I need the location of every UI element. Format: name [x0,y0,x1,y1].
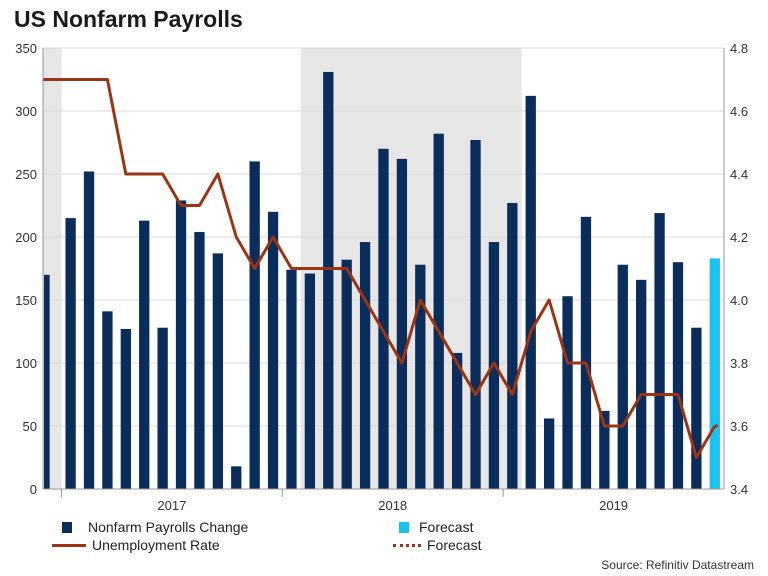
left-tick-label: 300 [15,104,37,119]
payroll-bar [691,327,702,489]
payroll-bar [44,274,50,489]
source-note: Source: Refinitiv Datastream [601,558,754,572]
year-label: 2019 [599,498,628,513]
right-tick-label: 3.4 [730,482,748,497]
payroll-bar [562,296,573,489]
left-tick-label: 0 [30,482,37,497]
right-tick-label: 4.4 [730,167,748,182]
payroll-bar [120,328,131,489]
payroll-bar [175,200,187,489]
legend-unemployment-label: Unemployment Rate [92,537,220,553]
legend-payrolls-label: Nonfarm Payrolls Change [88,519,249,535]
payroll-bar [212,253,224,489]
legend-forecast-bar-label: Forecast [419,519,474,535]
payroll-bar [433,133,444,489]
chart-title: US Nonfarm Payrolls [14,6,243,32]
payroll-bar [617,264,628,489]
forecast-bar [709,258,720,489]
left-tick-label: 250 [15,167,37,182]
year-label: 2018 [378,498,407,513]
payroll-bar [323,71,334,489]
payroll-bar [157,327,168,489]
payroll-bar [636,279,647,489]
payroll-bar [341,259,352,489]
payroll-bar [359,242,371,489]
bar-layer [44,71,720,490]
left-tick-label: 100 [15,356,37,371]
legend-payrolls-swatch [62,521,72,533]
right-tick-label: 3.6 [730,419,748,434]
payroll-bar [396,158,408,489]
legend-forecast-line-label: Forecast [427,537,482,553]
payroll-bar [672,262,684,489]
legend-forecast-bar: Forecast [395,519,473,535]
right-tick-label: 3.8 [730,356,748,371]
unemployment-line [43,78,717,459]
payroll-bar [470,139,481,490]
payroll-bar [654,213,665,489]
legend-payrolls: Nonfarm Payrolls Change [58,519,248,535]
left-tick-label: 150 [15,293,37,308]
payroll-bar [65,218,76,489]
right-tick-label: 4.8 [730,41,748,56]
left-tick-label: 50 [23,419,37,434]
legend-forecast-bar-swatch [399,521,409,533]
year-label: 2017 [157,498,186,513]
payroll-bar [599,410,610,489]
payroll-bar [194,231,205,489]
payroll-bar [543,418,555,489]
payroll-bar [83,171,95,490]
payroll-bar [378,148,389,490]
payroll-bar [286,269,297,489]
payroll-bar [249,161,260,489]
legend-unemployment: Unemployment Rate [52,537,220,553]
payroll-bar [139,220,150,489]
legend-unemployment-swatch [52,543,86,547]
right-tick-label: 4.2 [730,230,748,245]
payroll-bar [580,216,592,489]
right-tick-label: 4.6 [730,104,748,119]
legend-forecast-line-swatch [393,543,421,547]
legend-forecast-line: Forecast [393,537,481,553]
left-tick-label: 350 [15,41,37,56]
line-layer [43,78,718,459]
payroll-bar [507,202,518,490]
payroll-bar [415,264,426,489]
payroll-bar [451,352,463,489]
payroll-bar [267,211,279,490]
payroll-bar [525,95,536,489]
axis-layer: 0 50 100 150 200 250 300 350 3.4 3.6 3.8 4.0 4.2 4.4 4… [15,41,748,513]
right-tick-label: 4.0 [730,293,748,308]
payroll-bar [304,273,316,489]
payroll-bar [102,311,113,489]
payroll-bar [231,466,242,489]
left-tick-label: 200 [15,230,37,245]
